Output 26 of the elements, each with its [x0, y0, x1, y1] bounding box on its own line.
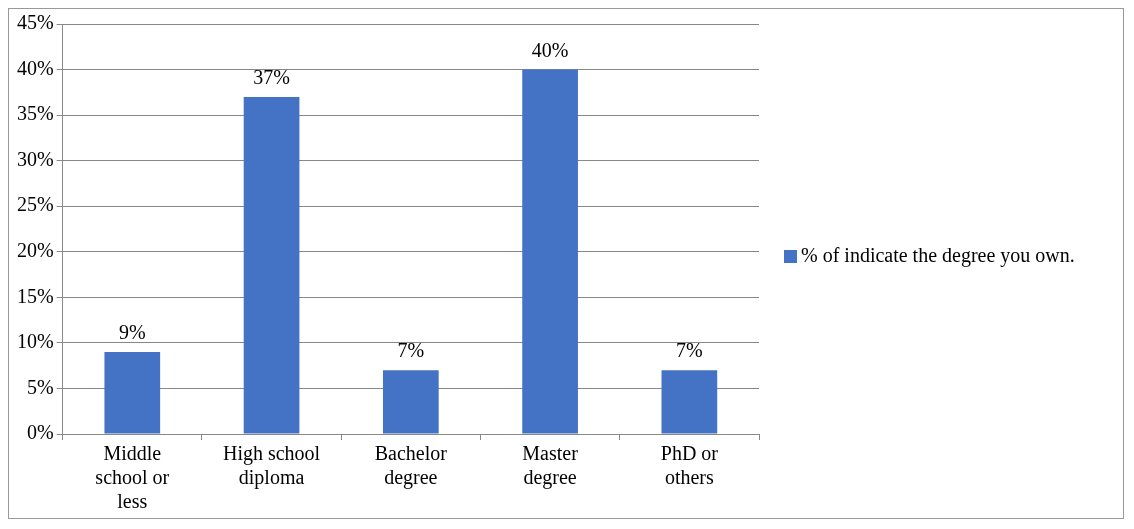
- y-tick-label: 10%: [16, 330, 54, 353]
- data-label: 7%: [397, 339, 425, 362]
- y-tick-label: 5%: [26, 375, 54, 398]
- bar: [104, 352, 161, 434]
- x-tick-label: PhD or others: [660, 442, 719, 489]
- y-tick-label: 25%: [16, 193, 54, 216]
- y-tick-label: 40%: [16, 56, 54, 79]
- y-tick-label: 20%: [16, 239, 54, 262]
- y-tick-label: 30%: [16, 147, 54, 170]
- x-tick-label: Middle school or less: [95, 442, 170, 513]
- y-tick-label: 0%: [26, 421, 54, 444]
- bar: [382, 370, 439, 434]
- data-label: 7%: [676, 339, 703, 362]
- bar: [522, 69, 578, 434]
- bar: [243, 96, 300, 434]
- y-tick-label: 45%: [16, 11, 54, 34]
- bar: [661, 370, 718, 434]
- data-label: 37%: [253, 66, 290, 89]
- y-tick-label: 15%: [16, 284, 54, 307]
- x-tick-label: High school diploma: [222, 442, 321, 490]
- x-tick-label: Master degree: [522, 442, 579, 490]
- x-tick-label: Bachelor degree: [374, 442, 448, 490]
- legend-label: % of indicate the degree you own.: [801, 244, 1075, 267]
- data-label: 9%: [118, 321, 146, 344]
- y-tick-label: 35%: [16, 102, 54, 125]
- data-label: 40%: [531, 38, 569, 61]
